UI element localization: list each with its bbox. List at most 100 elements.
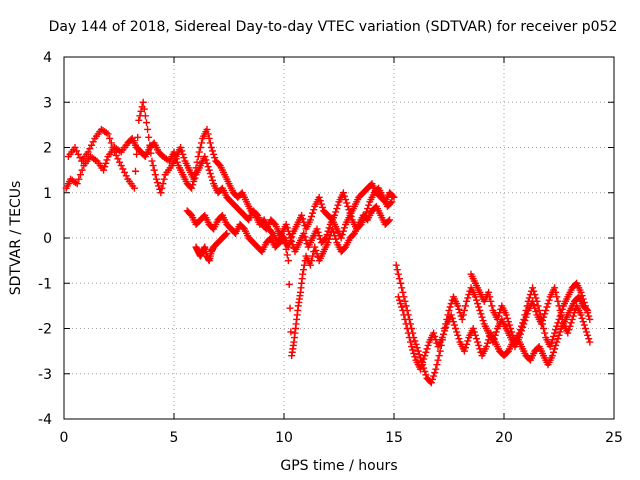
x-tick-label: 20 xyxy=(495,430,513,446)
data-point xyxy=(207,144,215,151)
data-point xyxy=(531,291,539,299)
data-point xyxy=(533,297,541,305)
data-point xyxy=(203,159,211,167)
data-point xyxy=(403,325,411,332)
data-point xyxy=(103,156,111,164)
data-point xyxy=(311,243,319,251)
data-point xyxy=(191,170,199,178)
data-point xyxy=(324,227,332,235)
chart-title: Day 144 of 2018, Sidereal Day-to-day VTE… xyxy=(49,19,618,35)
y-tick-label: 1 xyxy=(43,186,52,202)
data-point xyxy=(180,154,188,162)
data-point xyxy=(523,302,531,310)
data-point xyxy=(495,312,502,320)
data-point xyxy=(519,319,527,327)
data-point xyxy=(300,261,308,269)
data-point xyxy=(453,328,461,336)
data-point xyxy=(188,184,196,192)
data-point xyxy=(133,150,141,158)
data-point xyxy=(421,352,429,360)
data-point xyxy=(548,352,556,360)
data-point xyxy=(407,338,414,346)
data-point xyxy=(411,353,419,361)
data-point xyxy=(198,139,205,147)
data-point xyxy=(530,301,538,309)
data-point xyxy=(583,305,590,313)
data-point xyxy=(308,257,315,265)
data-point xyxy=(192,164,200,172)
data-point xyxy=(331,211,339,219)
data-point xyxy=(193,158,201,166)
data-point xyxy=(463,297,471,305)
data-point xyxy=(339,227,347,235)
data-point xyxy=(421,367,429,375)
data-point xyxy=(486,293,494,301)
data-point xyxy=(385,217,392,225)
data-point xyxy=(475,303,483,311)
data-point xyxy=(401,297,409,305)
data-point xyxy=(503,314,511,322)
data-point xyxy=(73,180,81,188)
data-point xyxy=(398,303,406,311)
data-point xyxy=(454,331,462,339)
data-point xyxy=(525,294,533,302)
data-point xyxy=(524,297,532,305)
data-point xyxy=(104,130,112,138)
data-point xyxy=(194,153,202,161)
data-point xyxy=(300,266,308,274)
data-point xyxy=(306,261,314,269)
data-point xyxy=(204,130,212,138)
data-point xyxy=(150,166,158,174)
data-point xyxy=(345,206,353,214)
data-point xyxy=(471,293,479,301)
data-point xyxy=(341,224,348,232)
data-point xyxy=(223,229,231,237)
data-point xyxy=(341,192,348,200)
data-point xyxy=(325,235,333,243)
data-point xyxy=(339,189,347,197)
data-point xyxy=(555,331,563,339)
data-point xyxy=(325,224,333,232)
data-point xyxy=(484,339,491,347)
data-point xyxy=(579,318,587,326)
data-point xyxy=(316,197,324,205)
data-point xyxy=(160,175,168,183)
data-point xyxy=(206,139,214,147)
data-point xyxy=(473,335,480,343)
y-axis-label: SDTVAR / TECUs xyxy=(8,181,24,296)
data-point xyxy=(222,231,230,239)
data-point xyxy=(396,296,403,304)
data-point xyxy=(404,329,412,337)
data-point xyxy=(416,354,424,362)
data-point xyxy=(209,147,216,155)
data-point xyxy=(411,337,419,345)
data-point xyxy=(554,319,562,327)
data-point xyxy=(567,319,575,327)
data-point xyxy=(485,288,493,296)
data-point xyxy=(462,302,469,310)
series-3 xyxy=(183,202,394,360)
data-point xyxy=(420,355,428,363)
data-point xyxy=(482,343,490,351)
data-point xyxy=(530,287,538,295)
data-point xyxy=(394,293,402,301)
data-point xyxy=(427,379,435,387)
data-point xyxy=(314,228,322,236)
data-point xyxy=(476,306,484,314)
data-point xyxy=(447,311,455,319)
data-point xyxy=(553,322,561,330)
data-point xyxy=(586,315,594,323)
data-point xyxy=(553,293,561,301)
data-point xyxy=(308,213,315,221)
data-point xyxy=(143,119,150,127)
data-point xyxy=(210,150,218,158)
data-point xyxy=(552,341,560,349)
data-point xyxy=(473,296,480,304)
axis-ticks xyxy=(63,56,615,420)
data-point xyxy=(545,296,553,304)
data-point xyxy=(552,288,560,296)
data-point xyxy=(330,228,337,236)
series-6 xyxy=(394,293,592,373)
data-point xyxy=(424,341,432,349)
data-point xyxy=(323,231,331,239)
